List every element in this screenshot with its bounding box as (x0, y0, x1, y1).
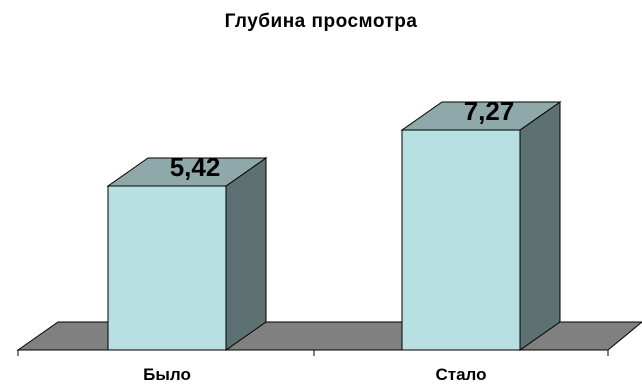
bar-front-face (107, 185, 227, 351)
bar-1 (106, 157, 268, 351)
labels-group: 5,42 Было 7,27 Стало (143, 96, 514, 384)
bars-group (106, 101, 562, 351)
bar-2 (400, 101, 562, 351)
x-tick-label: Было (143, 365, 191, 384)
data-label: 7,27 (464, 96, 515, 126)
x-axis-ticks (17, 350, 609, 356)
bar-side-face (225, 157, 267, 351)
bar-front-face (401, 129, 521, 351)
bar-side-face (519, 101, 561, 351)
data-label: 5,42 (170, 152, 221, 182)
x-tick-label: Стало (435, 365, 486, 384)
chart-title: Глубина просмотра (225, 11, 418, 32)
